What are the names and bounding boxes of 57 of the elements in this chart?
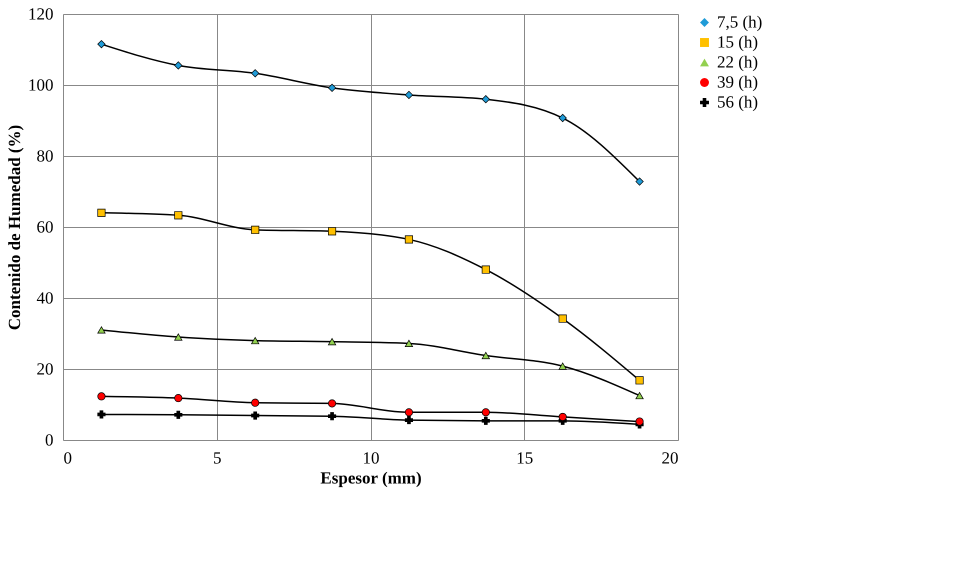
x-tick-label: 5 <box>213 448 222 468</box>
point <box>174 61 182 70</box>
point <box>97 392 106 400</box>
point <box>404 235 413 244</box>
point <box>251 337 260 344</box>
x-tick-label: 0 <box>64 448 72 468</box>
point <box>328 227 336 236</box>
x-tick-label: 15 <box>516 448 534 468</box>
point <box>482 266 490 274</box>
point <box>558 412 567 421</box>
point <box>97 40 106 48</box>
point <box>482 408 490 416</box>
x-tick-label: 20 <box>662 448 678 468</box>
point <box>251 411 260 420</box>
point <box>558 362 567 370</box>
point <box>636 392 644 400</box>
point <box>404 416 413 424</box>
x-axis-title: Espesor (mm) <box>320 468 422 488</box>
point <box>404 340 413 347</box>
point <box>328 412 336 420</box>
y-tick-label: 20 <box>36 360 54 378</box>
point <box>328 84 336 92</box>
point <box>636 417 644 426</box>
point <box>404 408 413 416</box>
point <box>558 114 567 122</box>
y-tick-label: 120 <box>28 4 54 24</box>
point <box>174 410 182 419</box>
y-axis-title: Contenido de Humedad (%) <box>5 124 24 330</box>
point <box>482 416 490 425</box>
point <box>174 333 182 341</box>
point <box>251 398 260 407</box>
legend-label: 56 (h) <box>717 92 758 112</box>
point <box>404 90 413 99</box>
point <box>482 95 490 104</box>
point <box>97 410 106 418</box>
point <box>558 314 567 323</box>
y-tick-label: 60 <box>36 218 54 236</box>
point <box>174 211 182 220</box>
point <box>174 394 182 402</box>
point <box>97 326 106 334</box>
y-tick-label: 40 <box>36 288 54 308</box>
point <box>328 338 336 346</box>
point <box>636 178 644 186</box>
point <box>328 399 336 408</box>
legend-label: 7,5 (h) <box>717 12 762 32</box>
y-tick-label: 0 <box>45 430 54 450</box>
y-tick-label: 100 <box>28 76 54 94</box>
point <box>636 376 644 384</box>
legend-label: 22 (h) <box>717 52 758 72</box>
point <box>482 352 490 360</box>
x-tick-label: 10 <box>362 448 380 468</box>
legend-label: 15 (h) <box>717 32 758 52</box>
point <box>97 208 106 217</box>
point <box>251 226 260 234</box>
point <box>251 69 260 78</box>
y-tick-label: 80 <box>36 146 54 166</box>
legend-label: 39 (h) <box>717 72 758 92</box>
